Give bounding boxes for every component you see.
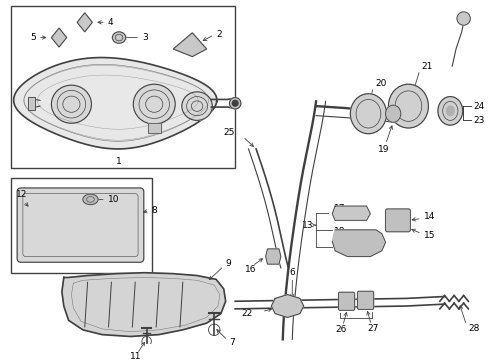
Text: 26: 26	[335, 325, 346, 334]
Text: 21: 21	[422, 62, 433, 71]
Polygon shape	[62, 273, 226, 337]
Ellipse shape	[350, 94, 387, 134]
Polygon shape	[332, 206, 370, 220]
Bar	[27, 96, 35, 110]
Text: 2: 2	[216, 30, 222, 39]
Text: 9: 9	[226, 259, 231, 268]
Text: 17: 17	[334, 204, 345, 213]
FancyBboxPatch shape	[339, 292, 355, 310]
Polygon shape	[332, 230, 386, 257]
Bar	[11, 177, 152, 273]
Text: 5: 5	[30, 33, 36, 42]
Bar	[27, 96, 35, 110]
Bar	[11, 6, 235, 168]
Polygon shape	[77, 13, 93, 32]
Text: 10: 10	[108, 195, 119, 204]
Circle shape	[229, 98, 241, 109]
Text: 25: 25	[224, 128, 235, 137]
Ellipse shape	[446, 106, 454, 116]
Ellipse shape	[51, 85, 92, 123]
Ellipse shape	[438, 96, 463, 125]
Polygon shape	[173, 33, 207, 57]
Text: 16: 16	[245, 265, 256, 274]
Text: 24: 24	[473, 102, 485, 111]
Text: 27: 27	[368, 324, 379, 333]
Polygon shape	[271, 294, 304, 318]
Text: 19: 19	[378, 145, 390, 154]
FancyBboxPatch shape	[358, 291, 374, 309]
Ellipse shape	[133, 84, 175, 124]
Text: 20: 20	[375, 79, 387, 88]
FancyBboxPatch shape	[386, 209, 410, 232]
Ellipse shape	[389, 84, 428, 128]
Text: 7: 7	[229, 338, 235, 347]
Text: 14: 14	[424, 212, 435, 221]
Ellipse shape	[83, 194, 98, 204]
Ellipse shape	[386, 105, 401, 122]
Text: 8: 8	[151, 206, 157, 215]
Text: 12: 12	[16, 190, 27, 199]
Text: 28: 28	[468, 324, 480, 333]
Bar	[147, 123, 161, 133]
Ellipse shape	[112, 32, 126, 43]
Polygon shape	[14, 58, 217, 149]
Text: 6: 6	[290, 268, 295, 277]
Text: 15: 15	[424, 231, 435, 240]
Text: 1: 1	[116, 157, 122, 166]
Ellipse shape	[182, 92, 212, 120]
Polygon shape	[266, 249, 281, 264]
Text: 22: 22	[241, 309, 252, 318]
Polygon shape	[51, 28, 67, 47]
Text: 3: 3	[142, 33, 147, 42]
Circle shape	[457, 12, 470, 25]
Text: 4: 4	[108, 18, 113, 27]
Circle shape	[232, 100, 238, 106]
FancyBboxPatch shape	[17, 188, 144, 262]
Text: 11: 11	[129, 352, 141, 360]
Text: 23: 23	[473, 116, 485, 125]
Bar	[147, 123, 161, 133]
Text: 13: 13	[302, 221, 313, 230]
Text: 18: 18	[334, 227, 345, 236]
